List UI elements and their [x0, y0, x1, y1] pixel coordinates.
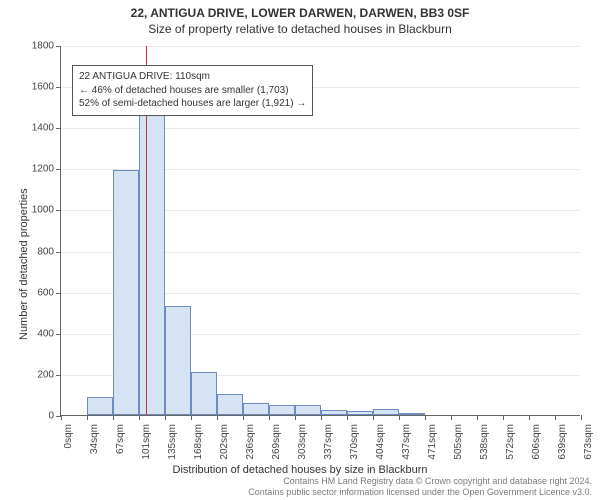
- x-tick-mark: [87, 415, 88, 420]
- x-tick-mark: [165, 415, 166, 420]
- y-tick-mark: [56, 334, 61, 335]
- y-tick-label: 0: [14, 411, 54, 422]
- y-tick-mark: [56, 375, 61, 376]
- x-tick-mark: [373, 415, 374, 420]
- x-tick-mark: [191, 415, 192, 420]
- histogram-bar: [373, 409, 399, 415]
- x-tick-label: 538sqm: [479, 424, 490, 474]
- x-tick-mark: [503, 415, 504, 420]
- histogram-bar: [191, 372, 217, 415]
- x-tick-mark: [529, 415, 530, 420]
- x-tick-label: 370sqm: [349, 424, 360, 474]
- y-tick-label: 800: [14, 246, 54, 257]
- x-tick-label: 337sqm: [323, 424, 334, 474]
- x-tick-mark: [113, 415, 114, 420]
- y-tick-label: 400: [14, 328, 54, 339]
- histogram-bar: [347, 411, 373, 415]
- callout-line-2: ← 46% of detached houses are smaller (1,…: [79, 84, 306, 98]
- x-tick-mark: [451, 415, 452, 420]
- histogram-bar: [87, 397, 113, 416]
- footer-line-1: Contains HM Land Registry data © Crown c…: [248, 476, 592, 487]
- y-tick-mark: [56, 46, 61, 47]
- y-tick-label: 1600: [14, 82, 54, 93]
- callout-box: 22 ANTIGUA DRIVE: 110sqm ← 46% of detach…: [72, 65, 313, 116]
- gridline: [61, 46, 580, 47]
- x-tick-mark: [347, 415, 348, 420]
- x-tick-label: 303sqm: [297, 424, 308, 474]
- histogram-bar: [113, 170, 139, 415]
- y-tick-label: 1200: [14, 164, 54, 175]
- x-tick-label: 606sqm: [531, 424, 542, 474]
- histogram-bar: [217, 394, 243, 415]
- y-tick-label: 600: [14, 287, 54, 298]
- footer-line-2: Contains public sector information licen…: [248, 487, 592, 498]
- histogram-bar: [295, 405, 321, 415]
- x-tick-mark: [321, 415, 322, 420]
- x-tick-mark: [581, 415, 582, 420]
- x-tick-mark: [217, 415, 218, 420]
- title-line-2: Size of property relative to detached ho…: [0, 20, 600, 36]
- y-tick-mark: [56, 252, 61, 253]
- x-tick-label: 34sqm: [89, 424, 100, 474]
- x-tick-label: 437sqm: [401, 424, 412, 474]
- histogram-bar: [165, 306, 191, 415]
- y-tick-label: 1800: [14, 41, 54, 52]
- callout-line-3: 52% of semi-detached houses are larger (…: [79, 97, 306, 111]
- y-tick-mark: [56, 210, 61, 211]
- x-tick-label: 202sqm: [219, 424, 230, 474]
- y-tick-label: 200: [14, 369, 54, 380]
- x-tick-label: 639sqm: [557, 424, 568, 474]
- y-tick-mark: [56, 128, 61, 129]
- footer-attribution: Contains HM Land Registry data © Crown c…: [248, 476, 592, 499]
- x-tick-label: 505sqm: [453, 424, 464, 474]
- x-tick-mark: [139, 415, 140, 420]
- x-tick-label: 572sqm: [505, 424, 516, 474]
- title-line-1: 22, ANTIGUA DRIVE, LOWER DARWEN, DARWEN,…: [0, 0, 600, 20]
- x-tick-mark: [399, 415, 400, 420]
- histogram-bar: [269, 405, 295, 415]
- x-tick-label: 168sqm: [193, 424, 204, 474]
- histogram-bar: [139, 111, 165, 415]
- x-tick-label: 673sqm: [583, 424, 594, 474]
- y-tick-mark: [56, 169, 61, 170]
- x-tick-mark: [555, 415, 556, 420]
- x-tick-mark: [243, 415, 244, 420]
- histogram-bar: [399, 413, 425, 415]
- x-tick-mark: [477, 415, 478, 420]
- histogram-bar: [321, 410, 347, 415]
- chart-container: 22, ANTIGUA DRIVE, LOWER DARWEN, DARWEN,…: [0, 0, 600, 500]
- histogram-bar: [243, 403, 269, 415]
- x-tick-mark: [269, 415, 270, 420]
- x-tick-label: 236sqm: [245, 424, 256, 474]
- x-tick-mark: [425, 415, 426, 420]
- x-tick-label: 269sqm: [271, 424, 282, 474]
- y-tick-mark: [56, 87, 61, 88]
- x-tick-mark: [295, 415, 296, 420]
- x-tick-label: 101sqm: [141, 424, 152, 474]
- x-tick-label: 67sqm: [115, 424, 126, 474]
- y-tick-label: 1000: [14, 205, 54, 216]
- x-tick-label: 135sqm: [167, 424, 178, 474]
- x-tick-label: 404sqm: [375, 424, 386, 474]
- y-tick-mark: [56, 293, 61, 294]
- callout-line-1: 22 ANTIGUA DRIVE: 110sqm: [79, 70, 306, 84]
- x-tick-label: 0sqm: [63, 424, 74, 474]
- y-tick-label: 1400: [14, 123, 54, 134]
- x-tick-mark: [61, 415, 62, 420]
- x-tick-label: 471sqm: [427, 424, 438, 474]
